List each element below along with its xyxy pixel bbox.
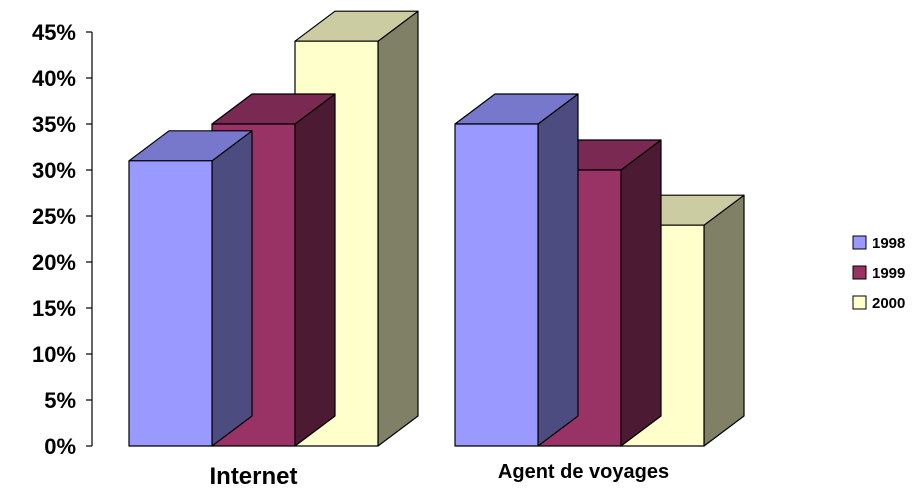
legend-swatch (852, 265, 867, 280)
y-tick-label: 40% (32, 66, 76, 91)
legend-label: 2000 (872, 295, 905, 312)
y-tick-label: 20% (32, 250, 76, 275)
y-tick-label: 15% (32, 296, 76, 321)
bar-1998-0 (128, 130, 253, 447)
y-tick-label: 35% (32, 112, 76, 137)
legend-swatch (852, 295, 867, 310)
y-axis: 0% 5% 10% 15% 20% 25% 30% 35% 40% 45% (32, 20, 93, 459)
y-tick-label: 30% (32, 158, 76, 183)
legend: 1998 1999 2000 (852, 235, 905, 312)
y-tick-label: 45% (32, 20, 76, 45)
bar-1998-1 (454, 93, 579, 447)
bar-front (128, 160, 213, 447)
bar-side (537, 93, 579, 447)
legend-label: 1999 (872, 265, 905, 282)
bar-side (294, 93, 336, 447)
x-axis-labels: Internet Agent de voyages (209, 461, 669, 489)
bar-front (454, 123, 539, 447)
x-category-label: Internet (209, 463, 297, 489)
y-tick-label: 0% (44, 434, 76, 459)
y-tick-label: 10% (32, 342, 76, 367)
bars (128, 10, 745, 447)
bar-side (620, 139, 662, 447)
bar-side (703, 194, 745, 447)
legend-label: 1998 (872, 235, 905, 252)
y-tick-label: 5% (44, 388, 76, 413)
x-category-label: Agent de voyages (498, 461, 669, 483)
bar-side (377, 10, 419, 447)
legend-swatch (852, 235, 867, 250)
bar-side (211, 130, 253, 447)
y-tick-label: 25% (32, 204, 76, 229)
